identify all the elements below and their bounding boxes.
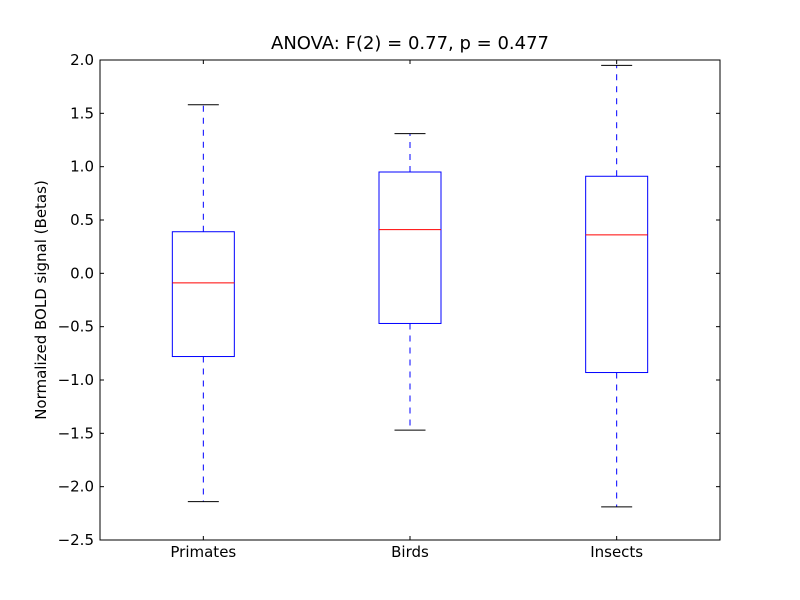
y-tick-label: −0.5 — [58, 318, 94, 336]
plot-frame — [99, 59, 721, 541]
y-tick-label: −1.5 — [58, 424, 94, 442]
x-tick-label: Insects — [590, 543, 643, 561]
y-tick-label: 1.5 — [70, 104, 94, 122]
chart-title: ANOVA: F(2) = 0.77, p = 0.477 — [271, 33, 549, 54]
box-insects — [585, 175, 649, 374]
box-birds — [378, 171, 442, 324]
x-tick-label: Birds — [391, 543, 429, 561]
y-tick-label: 2.0 — [70, 51, 94, 69]
x-tick-label: Primates — [170, 543, 236, 561]
y-tick-label: 0.5 — [70, 211, 94, 229]
y-axis-label: Normalized BOLD signal (Betas) — [32, 180, 50, 420]
box-primates — [171, 231, 235, 358]
y-tick-label: 1.0 — [70, 158, 94, 176]
y-tick-label: 0.0 — [70, 264, 94, 282]
y-tick-label: −2.5 — [58, 531, 94, 549]
y-tick-label: −1.0 — [58, 371, 94, 389]
y-tick-label: −2.0 — [58, 478, 94, 496]
